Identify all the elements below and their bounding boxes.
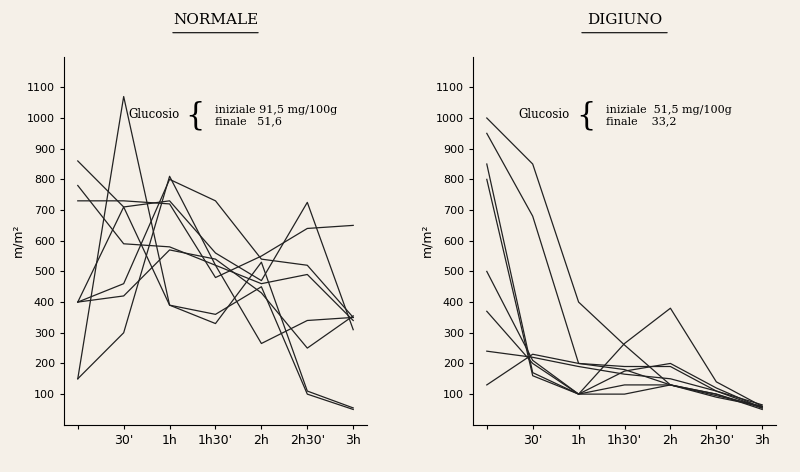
Text: Glucosio: Glucosio <box>518 108 570 121</box>
Text: {: { <box>185 101 205 132</box>
Y-axis label: m/m²: m/m² <box>11 224 24 257</box>
Y-axis label: m/m²: m/m² <box>420 224 434 257</box>
Text: DIGIUNO: DIGIUNO <box>587 13 662 27</box>
Text: {: { <box>576 101 595 132</box>
Text: Glucosio: Glucosio <box>128 108 179 121</box>
Text: iniziale  51,5 mg/100g
finale    33,2: iniziale 51,5 mg/100g finale 33,2 <box>606 104 732 126</box>
Text: iniziale 91,5 mg/100g
finale   51,6: iniziale 91,5 mg/100g finale 51,6 <box>215 104 338 126</box>
Text: NORMALE: NORMALE <box>173 13 258 27</box>
